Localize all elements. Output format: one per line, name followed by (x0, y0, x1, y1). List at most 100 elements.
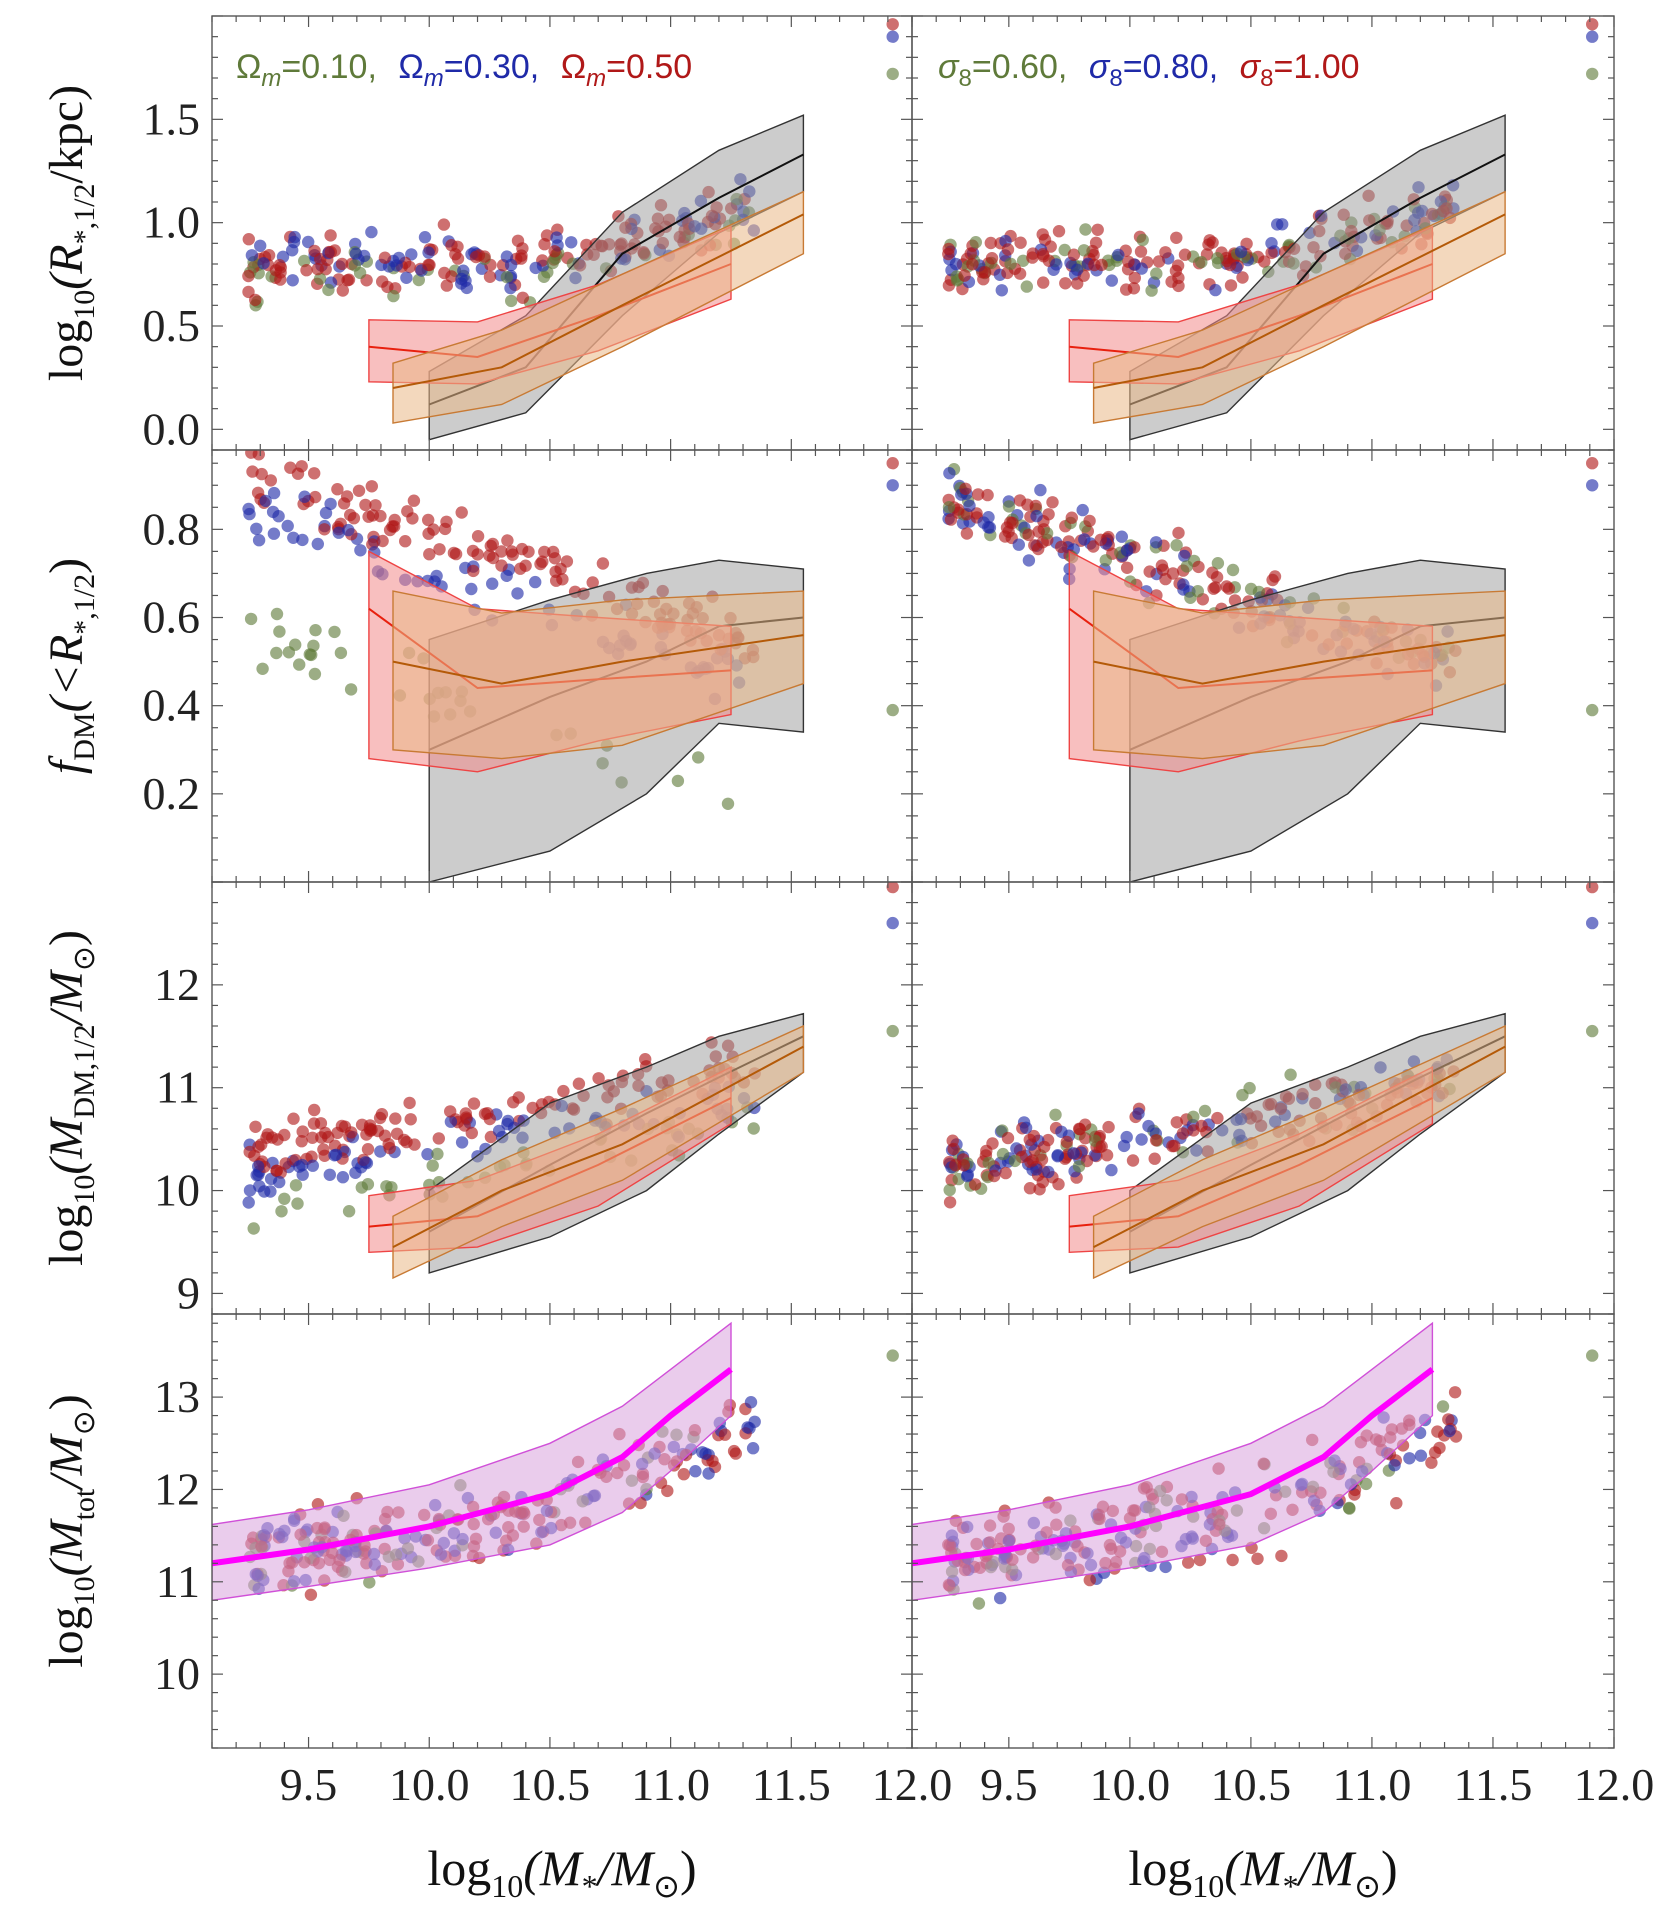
scatter-point (957, 1159, 970, 1172)
scatter-point (296, 1158, 309, 1172)
scatter-point (1198, 1104, 1212, 1118)
scatter-point (376, 275, 389, 288)
scatter-point (1072, 1160, 1086, 1173)
scatter-point (1172, 526, 1185, 540)
scatter-point (1168, 1139, 1181, 1153)
scatter-point (287, 531, 300, 544)
scatter-point (1135, 1133, 1148, 1146)
scatter-point (1034, 483, 1047, 497)
median-line-magenta_band (212, 1367, 733, 1567)
scatter-point (243, 1145, 256, 1159)
scatter-point (1032, 525, 1045, 538)
scatter-point (272, 510, 285, 523)
scatter-point (1136, 233, 1149, 247)
scatter-point (504, 281, 517, 295)
scatter-point (1105, 1163, 1118, 1177)
scatter-point (943, 1196, 957, 1209)
scatter-point (460, 1111, 473, 1124)
scatter-point (1002, 500, 1016, 513)
scatter-point (942, 242, 955, 256)
scatter-point (273, 625, 286, 638)
scatter-point (418, 231, 432, 244)
scatter-point (437, 218, 451, 231)
scatter-point (529, 261, 542, 275)
scatter-point (388, 520, 401, 533)
scatter-point (1425, 1456, 1438, 1469)
scatter-point (746, 1442, 760, 1455)
scatter-point (548, 552, 562, 565)
scatter-point (978, 266, 992, 279)
x-tick-label: 10.0 (1090, 1759, 1171, 1810)
scatter-point (270, 607, 284, 621)
y-tick-label: 0.5 (143, 300, 201, 351)
scatter-point (1143, 565, 1156, 578)
scatter-point (689, 1465, 702, 1478)
scatter-point (258, 1185, 271, 1198)
svg-text:σ8=0.60, σ8=0.80,: σ8=0.60, σ8=0.80, σ8=1.00 (938, 48, 1360, 92)
scatter-point (505, 294, 518, 308)
y-tick-label: 0.0 (143, 403, 201, 454)
scatter-point (355, 1118, 369, 1132)
scatter-point (1207, 582, 1220, 595)
panel-r1-c0: 0.2 0.4 0.6 0.8 (143, 449, 913, 883)
scatter-point (465, 582, 478, 596)
scatter-point (741, 1421, 754, 1434)
scatter-point (349, 247, 363, 260)
median-line-orange_band (392, 634, 804, 685)
scatter-point (592, 1072, 605, 1085)
scatter-point (729, 1447, 742, 1460)
scatter-point (317, 1143, 330, 1156)
outlier-point (886, 67, 899, 81)
scatter-point (1016, 254, 1030, 267)
outlier-point (886, 1024, 899, 1038)
scatter-point (969, 236, 982, 249)
scatter-point (500, 270, 514, 284)
scatter-point (1099, 554, 1113, 567)
scatter-point (1058, 243, 1071, 257)
y-tick-label: 12 (154, 959, 200, 1010)
scatter-point (1077, 244, 1091, 257)
scatter-point (267, 486, 281, 500)
scatter-point (1095, 258, 1108, 272)
scatter-point (515, 249, 528, 262)
scatter-point (342, 273, 356, 286)
scatter-point (961, 1169, 974, 1183)
median-line-orange_band (392, 213, 804, 389)
scatter-point (1149, 1134, 1163, 1147)
scatter-point (444, 1115, 458, 1128)
scatter-point (323, 1168, 336, 1182)
scatter-point (486, 551, 500, 565)
scatter-point (455, 1136, 469, 1149)
y-tick-label: 10 (154, 1165, 200, 1216)
scatter-point (361, 1143, 375, 1156)
scatter-point (511, 234, 525, 247)
scatter-point (300, 264, 313, 277)
scatter-point (1176, 1127, 1190, 1140)
scatter-point (376, 534, 389, 548)
legend-entry-blue: Ωm=0.30, (398, 48, 539, 92)
scatter-point (506, 548, 519, 561)
scatter-point (273, 1175, 286, 1189)
scatter-point (422, 527, 435, 540)
scatter-point (946, 1134, 959, 1147)
scatter-point (500, 569, 513, 582)
scatter-point (495, 545, 508, 558)
y-tick-label: 0.6 (143, 592, 201, 643)
scatter-point (980, 1144, 993, 1158)
legend-entry-red: Ωm=0.50 (561, 48, 692, 92)
scatter-point (1443, 1424, 1456, 1438)
band-orange_band-2 (1092, 1024, 1506, 1280)
scatter-point (1165, 275, 1178, 288)
scatter-point (1220, 580, 1233, 593)
scatter-point (483, 1112, 496, 1126)
scatter-point (1026, 247, 1040, 260)
scatter-point (1091, 223, 1104, 236)
scatter-point (307, 1117, 321, 1130)
scatter-point (1083, 514, 1096, 528)
scatter-point (1026, 1154, 1039, 1167)
scatter-point (359, 498, 372, 512)
scatter-point (1087, 248, 1100, 262)
outlier-point (886, 703, 899, 717)
scatter-point (286, 274, 299, 287)
scatter-point (1042, 1165, 1055, 1179)
